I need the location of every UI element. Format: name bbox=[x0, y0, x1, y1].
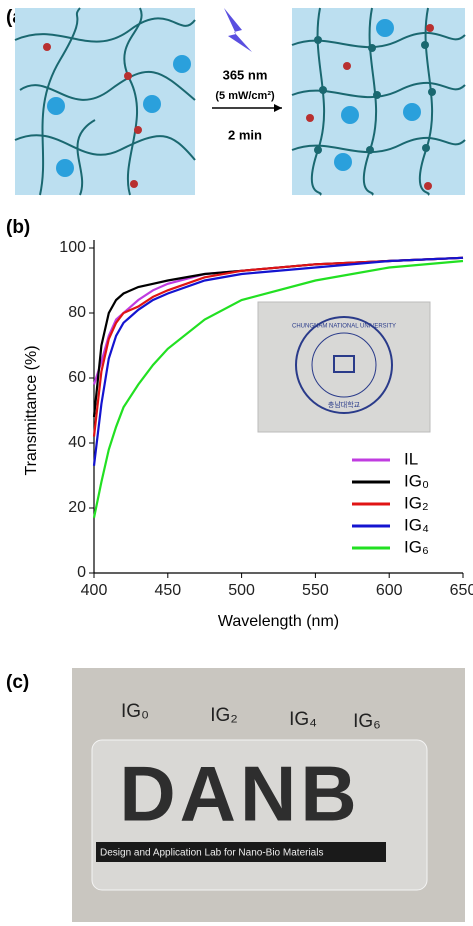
x-tick-label: 500 bbox=[228, 582, 255, 599]
series-line bbox=[92, 259, 464, 519]
x-axis-label: Wavelength (nm) bbox=[218, 613, 339, 630]
pre-cure-box bbox=[15, 8, 195, 195]
seal-inner bbox=[311, 332, 377, 398]
sample-label: IG₄ bbox=[289, 709, 317, 730]
uv-intensity: (5 mW/cm²) bbox=[215, 90, 275, 102]
legend-label: IG₄ bbox=[404, 515, 429, 534]
inset-photo bbox=[257, 301, 431, 433]
series-line bbox=[92, 256, 464, 437]
y-tick-label: 20 bbox=[68, 499, 86, 516]
chart: 0 20 40 60 80 100 400 450 500 550 600 650 Wavelength… bbox=[23, 239, 473, 630]
legend-label: IG₀ bbox=[404, 471, 429, 490]
logo: DANB bbox=[119, 750, 360, 838]
y-tick-label: 80 bbox=[68, 304, 86, 321]
legend-label: IL bbox=[404, 449, 418, 468]
cure-time: 2 min bbox=[228, 127, 262, 142]
legend-label: IG₆ bbox=[404, 537, 429, 556]
x-tick-label: 650 bbox=[450, 582, 473, 599]
x-tick-label: 600 bbox=[376, 582, 403, 599]
series-line bbox=[92, 256, 464, 466]
panel-label: (b) bbox=[6, 217, 30, 238]
panel-label: (c) bbox=[6, 672, 29, 693]
y-tick-label: 100 bbox=[59, 239, 86, 256]
pre-cure-network bbox=[14, 7, 196, 196]
y-tick-label: 60 bbox=[68, 369, 86, 386]
y-tick-label: 0 bbox=[77, 564, 86, 581]
sample-label: IG₆ bbox=[353, 711, 381, 732]
arrow-head bbox=[274, 104, 282, 112]
y-tick-label: 40 bbox=[68, 434, 86, 451]
caption-bar bbox=[96, 842, 386, 862]
sample-label: IG₀ bbox=[121, 701, 149, 722]
inset-text: 충남대학교 bbox=[328, 400, 361, 409]
uv-wavelength: 365 nm bbox=[223, 67, 268, 82]
seal-emblem bbox=[333, 355, 355, 373]
legend-label: IG₂ bbox=[404, 493, 429, 512]
sample-label: IG₂ bbox=[210, 705, 237, 726]
seal bbox=[295, 316, 393, 414]
inset-text: CHUNGNAM NATIONAL UNIVERSITY bbox=[292, 324, 396, 330]
x-tick-label: 450 bbox=[154, 582, 181, 599]
post-cure-network bbox=[291, 7, 466, 196]
x-tick-label: 550 bbox=[302, 582, 329, 599]
x-tick-label: 400 bbox=[81, 582, 108, 599]
y-axis-label: Transmittance (%) bbox=[23, 345, 40, 475]
uv-bolt bbox=[224, 8, 252, 52]
caption: Design and Application Lab for Nano-Bio … bbox=[100, 848, 323, 859]
